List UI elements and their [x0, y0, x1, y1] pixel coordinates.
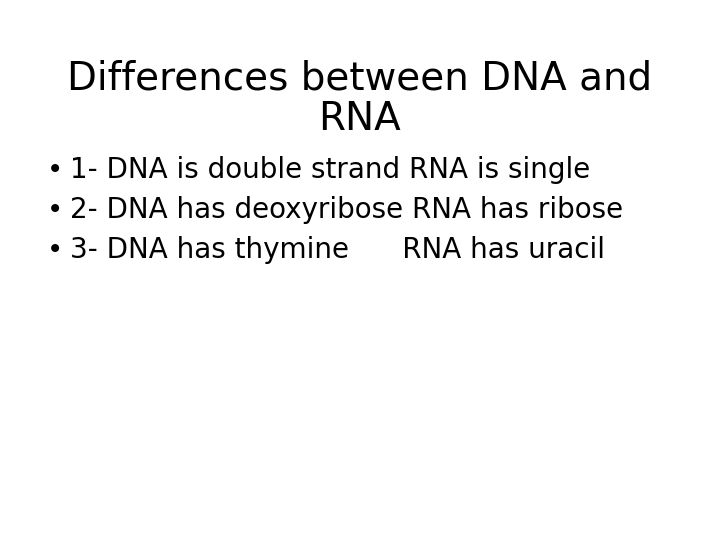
Text: •: • — [47, 196, 63, 224]
Text: 1- DNA is double strand RNA is single: 1- DNA is double strand RNA is single — [70, 156, 590, 184]
Text: •: • — [47, 236, 63, 264]
Text: 3- DNA has thymine      RNA has uracil: 3- DNA has thymine RNA has uracil — [70, 236, 605, 264]
Text: 2- DNA has deoxyribose RNA has ribose: 2- DNA has deoxyribose RNA has ribose — [70, 196, 623, 224]
Text: Differences between DNA and: Differences between DNA and — [68, 60, 652, 98]
Text: •: • — [47, 156, 63, 184]
Text: RNA: RNA — [319, 100, 401, 138]
